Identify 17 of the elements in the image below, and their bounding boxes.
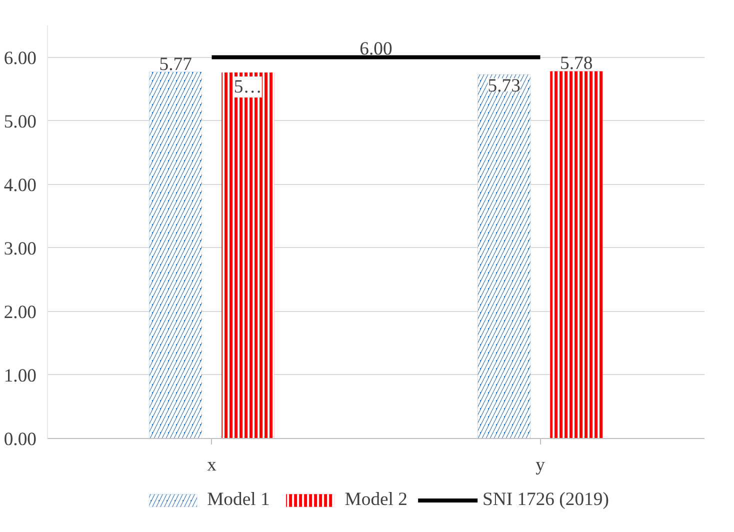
y-tick-label: 1.00 (4, 365, 37, 386)
y-tick-label: 6.00 (4, 48, 37, 69)
data-label: 5.73 (488, 75, 520, 96)
legend-label: SNI 1726 (2019) (482, 489, 609, 511)
data-label: 5.78 (560, 53, 593, 74)
y-tick-label: 0.00 (4, 429, 37, 450)
y-tick-label: 5.00 (4, 111, 37, 132)
annotation: 6.00 (360, 38, 392, 60)
legend-label: Model 1 (207, 489, 270, 511)
data-label: 5… (234, 76, 262, 98)
y-tick-label: 4.00 (4, 174, 37, 196)
x-tick-label: x (207, 454, 218, 476)
data-label: 5.77 (159, 54, 192, 75)
legend-label: Model 2 (344, 489, 408, 511)
y-tick-label: 3.00 (4, 238, 37, 260)
x-tick-label: y (536, 454, 546, 476)
y-tick-label: 2.00 (4, 302, 37, 323)
